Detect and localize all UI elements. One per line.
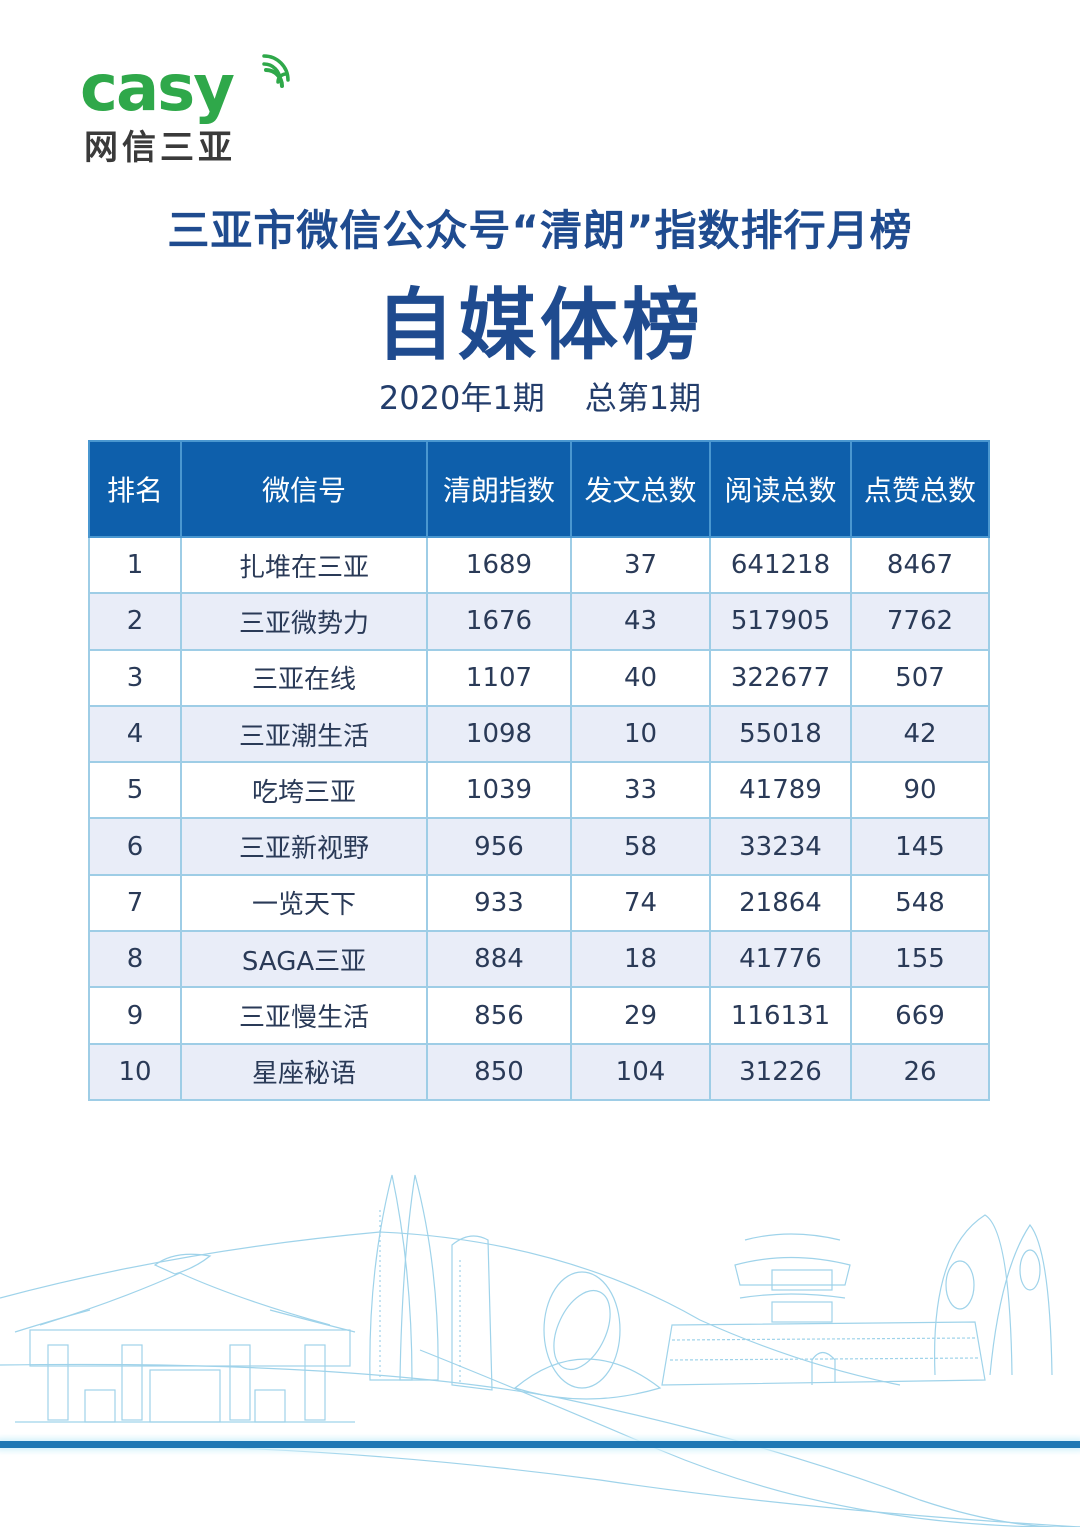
column-header-account: 微信号 — [180, 440, 428, 538]
cell-posts: 104 — [570, 1042, 711, 1101]
cell-index: 1107 — [426, 648, 572, 707]
issue-total: 总第1期 — [584, 379, 702, 417]
city-gate-icon — [661, 1233, 986, 1386]
cell-account: 三亚慢生活 — [180, 986, 428, 1045]
cell-index: 1039 — [426, 761, 572, 820]
table-row: 4 三亚潮生活 1098 10 55018 42 — [88, 704, 990, 764]
cell-rank: 4 — [88, 704, 182, 764]
cell-reads: 31226 — [709, 1042, 852, 1101]
cell-reads: 41776 — [709, 930, 852, 989]
cell-rank: 5 — [88, 761, 182, 820]
cell-index: 933 — [426, 873, 572, 933]
cell-likes: 42 — [850, 704, 990, 764]
cell-account: 扎堆在三亚 — [180, 535, 428, 595]
table-row: 7 一览天下 933 74 21864 548 — [88, 873, 990, 933]
cell-likes: 90 — [850, 761, 990, 820]
cell-rank: 3 — [88, 648, 182, 707]
cell-reads: 21864 — [709, 873, 852, 933]
cell-rank: 8 — [88, 930, 182, 989]
cell-posts: 10 — [570, 704, 711, 764]
cell-index: 856 — [426, 986, 572, 1045]
cell-account: 一览天下 — [180, 873, 428, 933]
cell-reads: 322677 — [709, 648, 852, 707]
table-header-row: 排名 微信号 清朗指数 发文总数 阅读总数 点赞总数 — [88, 440, 990, 538]
cell-likes: 26 — [850, 1042, 990, 1101]
cell-posts: 37 — [570, 535, 711, 595]
cell-posts: 33 — [570, 761, 711, 820]
cell-index: 1098 — [426, 704, 572, 764]
cell-likes: 7762 — [850, 592, 990, 651]
table-row: 9 三亚慢生活 856 29 116131 669 — [88, 986, 990, 1045]
page-title: 三亚市微信公众号“清朗”指数排行月榜 — [167, 206, 913, 255]
table-row: 5 吃垮三亚 1039 33 41789 90 — [88, 761, 990, 820]
cell-account: 星座秘语 — [180, 1042, 428, 1101]
cell-reads: 517905 — [709, 592, 852, 651]
footer-divider-bar — [0, 1441, 1080, 1448]
table-row: 2 三亚微势力 1676 43 517905 7762 — [88, 592, 990, 651]
cell-rank: 9 — [88, 986, 182, 1045]
cell-reads: 33234 — [709, 817, 852, 876]
wifi-signal-icon — [262, 54, 290, 88]
cell-posts: 29 — [570, 986, 711, 1045]
cell-likes: 507 — [850, 648, 990, 707]
cell-posts: 43 — [570, 592, 711, 651]
cell-index: 884 — [426, 930, 572, 989]
logo-wordmark: casy — [80, 52, 235, 126]
cell-posts: 40 — [570, 648, 711, 707]
sanya-skyline-illustration — [0, 1174, 1080, 1527]
cell-account: SAGA三亚 — [180, 930, 428, 989]
cell-reads: 55018 — [709, 704, 852, 764]
page-subtitle: 自媒体榜 — [375, 281, 704, 371]
cell-likes: 155 — [850, 930, 990, 989]
cell-account: 三亚潮生活 — [180, 704, 428, 764]
cell-rank: 2 — [88, 592, 182, 651]
modern-building-icon — [933, 1214, 1053, 1376]
cell-likes: 548 — [850, 873, 990, 933]
cell-rank: 1 — [88, 535, 182, 595]
cell-likes: 145 — [850, 817, 990, 876]
column-header-reads: 阅读总数 — [709, 440, 852, 538]
globe-sculpture-icon — [513, 1271, 662, 1400]
table-row: 3 三亚在线 1107 40 322677 507 — [88, 648, 990, 707]
cell-account: 吃垮三亚 — [180, 761, 428, 820]
cell-rank: 7 — [88, 873, 182, 933]
cell-posts: 74 — [570, 873, 711, 933]
cell-index: 850 — [426, 1042, 572, 1101]
column-header-likes: 点赞总数 — [850, 440, 990, 538]
cell-reads: 116131 — [709, 986, 852, 1045]
table-row: 10 星座秘语 850 104 31226 26 — [88, 1042, 990, 1101]
table-row: 6 三亚新视野 956 58 33234 145 — [88, 817, 990, 876]
cell-account: 三亚在线 — [180, 648, 428, 707]
cell-index: 1676 — [426, 592, 572, 651]
casy-logo: casy 网信三亚 — [80, 50, 290, 168]
cell-likes: 669 — [850, 986, 990, 1045]
cell-reads: 41789 — [709, 761, 852, 820]
cell-index: 1689 — [426, 535, 572, 595]
cell-posts: 18 — [570, 930, 711, 989]
issue-year: 2020年1期 — [378, 379, 545, 417]
cell-index: 956 — [426, 817, 572, 876]
logo-chinese-name: 网信三亚 — [84, 128, 236, 168]
cell-rank: 10 — [88, 1042, 182, 1101]
cell-account: 三亚微势力 — [180, 592, 428, 651]
column-header-index: 清朗指数 — [426, 440, 572, 538]
column-header-rank: 排名 — [88, 440, 182, 538]
cell-posts: 58 — [570, 817, 711, 876]
cell-account: 三亚新视野 — [180, 817, 428, 876]
cell-reads: 641218 — [709, 535, 852, 595]
hall-building-icon — [14, 1253, 356, 1423]
table-row: 8 SAGA三亚 884 18 41776 155 — [88, 930, 990, 989]
issue-info: 2020年1期 总第1期 — [0, 374, 1080, 422]
table-row: 1 扎堆在三亚 1689 37 641218 8467 — [88, 535, 990, 595]
ranking-table: 排名 微信号 清朗指数 发文总数 阅读总数 点赞总数 1 扎堆在三亚 1689 … — [88, 440, 990, 1101]
cell-rank: 6 — [88, 817, 182, 876]
tower-buildings-icon — [369, 1174, 493, 1391]
cell-likes: 8467 — [850, 535, 990, 595]
column-header-posts: 发文总数 — [570, 440, 711, 538]
